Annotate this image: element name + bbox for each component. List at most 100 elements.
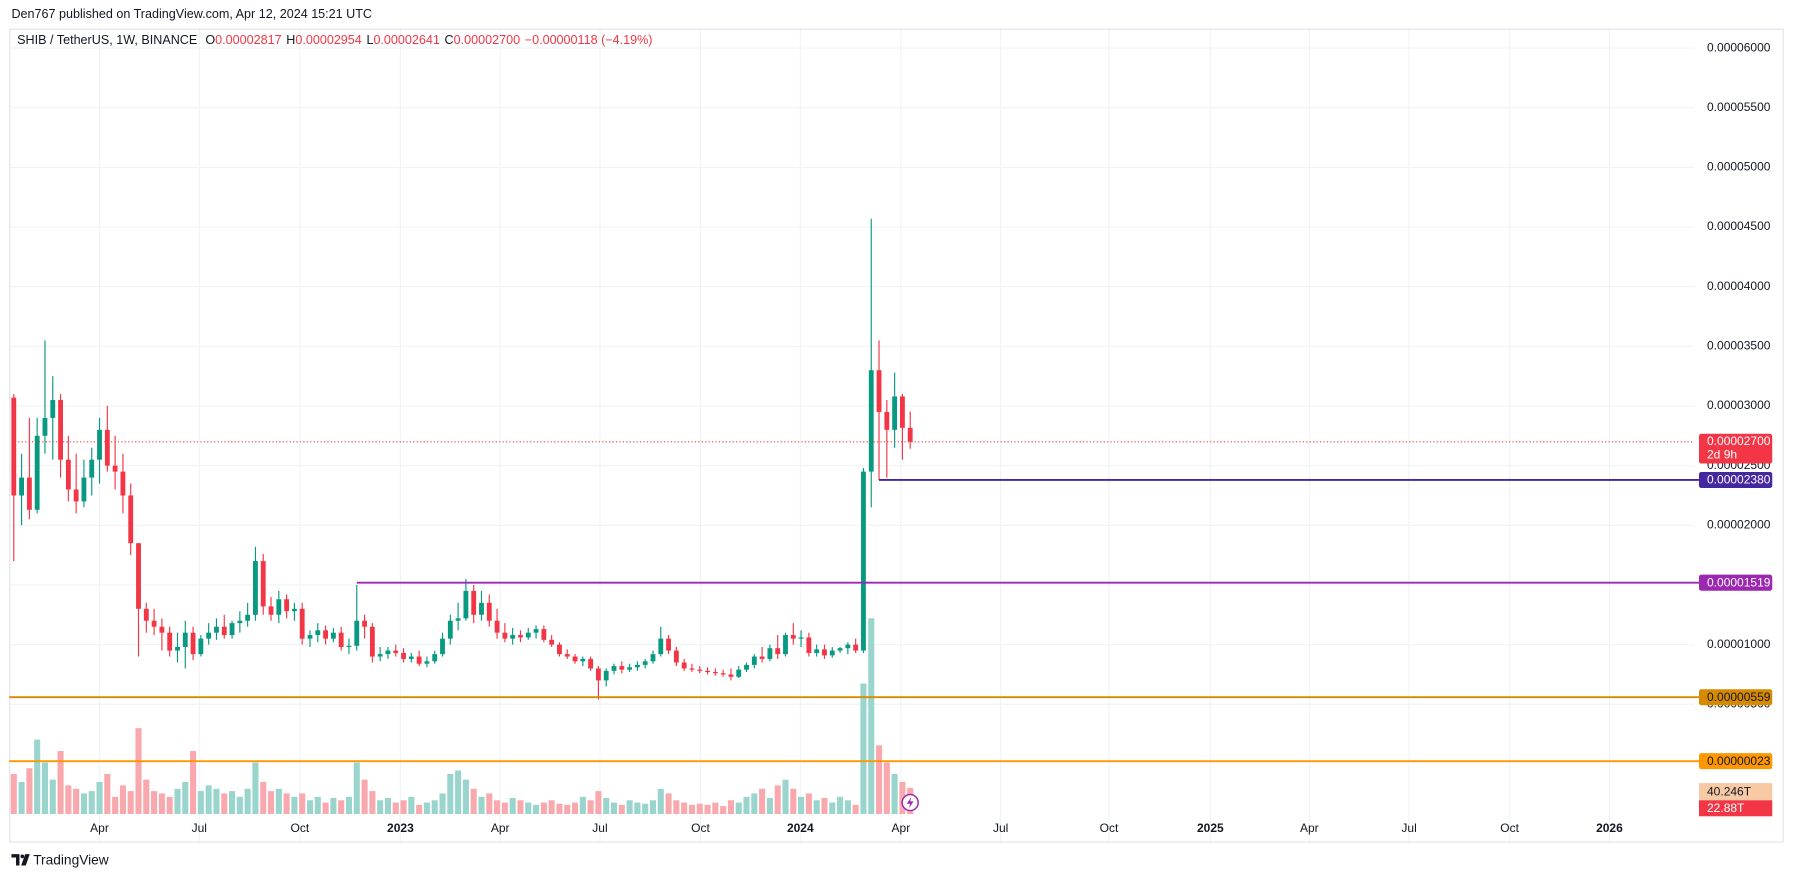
candle [736,666,742,679]
volume-bar [112,796,119,815]
candle [42,340,48,454]
candle-body [471,590,477,615]
candle-body [323,630,329,639]
candle-body [440,638,445,655]
y-tick-label: 0.00003000 [1707,398,1771,412]
candle [268,596,274,621]
candle-body [198,638,204,655]
symbol-legend: SHIB / TetherUS, 1W, BINANCE O0.00002817… [17,34,652,48]
candle [104,405,110,472]
candle-body [720,673,726,675]
x-tick-label: Apr [90,821,109,835]
candle-body [330,632,336,639]
candle [424,656,430,668]
candle [455,602,461,631]
candles [11,218,913,700]
candle [845,642,851,655]
candle-body [790,635,796,639]
candle-body [658,638,664,655]
volume-bar [540,802,547,815]
candle-body [564,654,570,657]
volume-bar [486,793,493,815]
volume-bar [751,793,758,815]
candle [861,468,866,653]
volume-bar [642,803,649,815]
volume-bar [821,797,828,815]
candle-body [354,620,360,646]
candle-body [775,648,781,655]
candle [790,623,796,645]
volume-ma-label: 40.246T [1707,784,1752,798]
volume-bar [96,781,103,815]
volume-bar [494,800,501,815]
volume-bar [790,788,797,815]
y-tick-label: 0.00006000 [1707,40,1771,54]
candle-body [424,661,430,664]
countdown: 2d 9h [1707,448,1737,462]
candle [206,623,212,645]
volume-ma-box [1698,783,1773,801]
candle [759,646,765,663]
volume-bar [267,791,275,815]
y-tick-label: 0.00005500 [1707,100,1771,114]
candle [479,590,484,621]
candle [775,635,781,659]
x-tick-label: 2023 [387,821,414,835]
candle [369,623,375,663]
candle [237,611,243,633]
candle-body [214,626,219,633]
candle [907,411,913,449]
volume-bar [813,800,820,815]
candle-body [229,623,235,636]
volume-bar [322,802,329,815]
candle-body [50,400,56,418]
volume-bar [127,791,134,815]
x-tick-label: Jul [592,821,607,835]
candle [19,453,24,526]
candle-body [416,656,422,664]
candle [603,668,609,687]
candle-body [237,620,243,624]
candle [120,453,126,514]
candle [167,626,173,657]
candle [50,376,56,460]
candle [11,394,17,562]
candle-body [502,632,508,639]
logo-part [11,854,20,866]
candle [447,614,453,645]
volume-bar [657,788,664,815]
candle [346,638,352,655]
x-tick-label: Oct [691,821,710,835]
volume-bar [34,739,41,815]
volume-bar [571,802,579,815]
candle [136,543,141,657]
candle-body [393,650,399,653]
candle [642,658,648,669]
candle [572,654,578,664]
y-tick-label: 0.00004000 [1707,279,1771,293]
legend-value: 0.00002700 [454,34,520,48]
candle [853,638,859,653]
volume-bar [720,806,727,815]
candle [81,459,87,508]
price-labels: 0.00002380 0.00001519 0.00000559 0.00000023… [1698,433,1773,817]
volume-bar [564,804,571,815]
volume-bar [330,797,337,815]
candle-body [346,645,352,647]
candle [97,417,102,484]
candle [253,546,258,621]
candle-body [151,620,157,627]
candle [128,483,134,556]
candle [837,646,843,653]
volume-bar [252,762,259,815]
volume-bar [743,796,750,815]
x-tick-label: 2024 [787,821,814,835]
x-tick-label: Jul [192,821,207,835]
volume-bar [88,791,95,815]
volume-bar [579,796,586,815]
candle-body [65,459,71,490]
candle [299,602,305,645]
volume-bar [899,781,906,815]
